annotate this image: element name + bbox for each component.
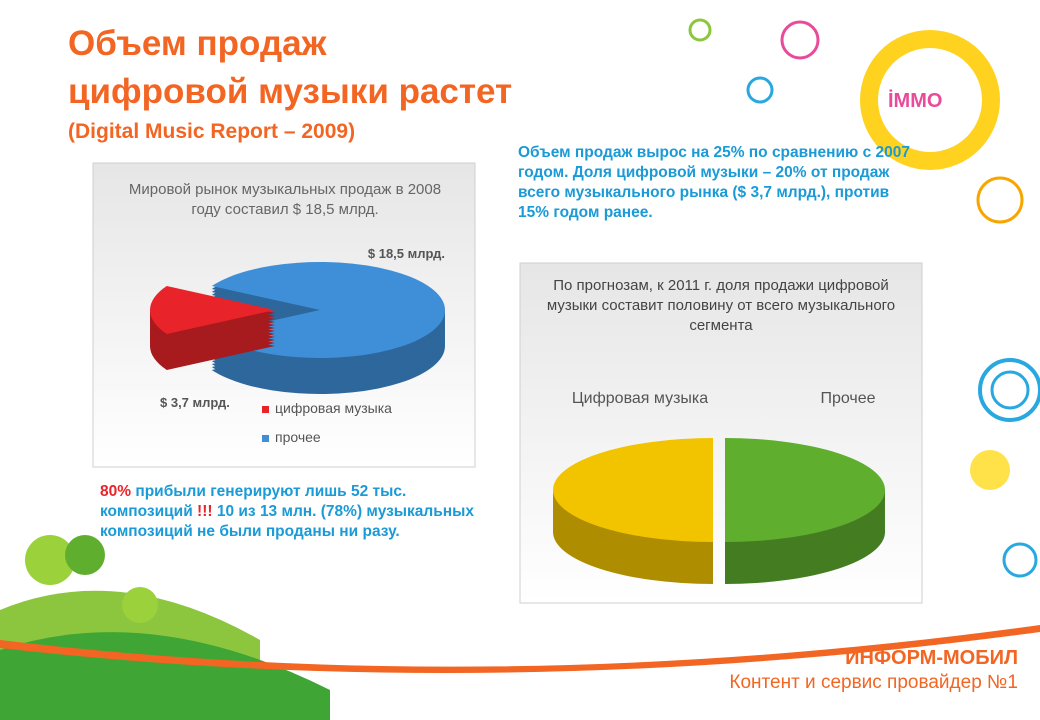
logo: İMMO: [888, 90, 943, 112]
title-line: Объем продаж: [68, 24, 327, 63]
legend-swatch: [262, 406, 269, 413]
note-part: 80%: [100, 483, 132, 500]
note: Объем продаж вырос на 25% по сравнению с…: [518, 144, 911, 221]
title: Объем продаж цифровой музыки растет: [68, 20, 512, 116]
note-part: !!!: [197, 503, 213, 520]
footer-company: ИНФОРМ-МОБИЛ: [845, 647, 1018, 669]
title-line: цифровой музыки растет: [68, 72, 513, 111]
value-label: $ 18,5 млрд.: [368, 246, 445, 261]
note: 80% прибыли генерируют лишь 52 тыс. комп…: [100, 482, 480, 542]
value-label: $ 3,7 млрд.: [160, 395, 230, 410]
footer-tagline: Контент и сервис провайдер №1: [729, 672, 1018, 693]
chart-title: По прогнозам, к 2011 г. доля продажи циф…: [546, 277, 896, 334]
pie-slice: [150, 286, 275, 334]
legend-swatch: [262, 435, 269, 442]
chart-title: Мировой рынок музыкальных продаж в 2008 …: [128, 181, 442, 218]
category-label: Цифровая музыка: [572, 390, 708, 407]
note-part: 10 из 13 млн. (78%) музыкальных композиц…: [100, 503, 475, 540]
category-label: Прочее: [820, 390, 875, 407]
note-part: прибыли генерируют лишь 52 тыс. композиц…: [100, 483, 407, 520]
note-part: .: [395, 523, 400, 540]
pie-slice: [553, 438, 713, 542]
subtitle: (Digital Music Report – 2009): [68, 120, 356, 143]
pie-slice: [725, 438, 885, 542]
legend-label: прочее: [275, 429, 321, 445]
decoration: [0, 18, 1040, 720]
legend-label: цифровая музыка: [275, 400, 392, 416]
